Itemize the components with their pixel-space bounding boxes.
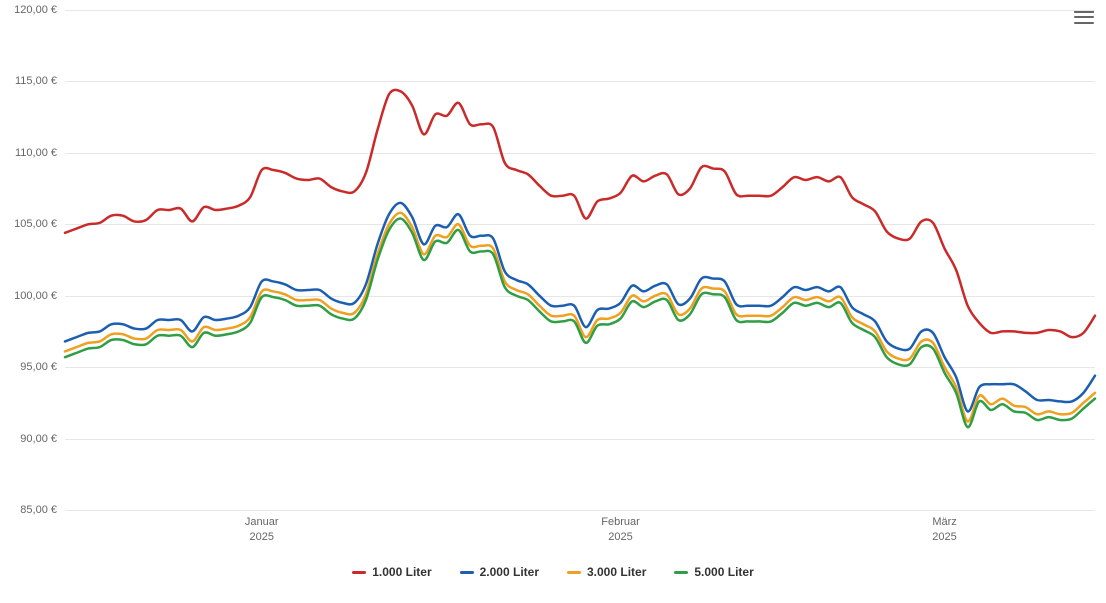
- series-line: [65, 219, 1095, 428]
- price-chart: 85,00 € 90,00 € 95,00 € 100,00 € 105,00 € 110…: [0, 0, 1106, 603]
- y-axis-tick-label: 115,00 €: [15, 75, 57, 87]
- series-line: [65, 203, 1095, 412]
- legend-item[interactable]: 3.000 Liter: [567, 565, 646, 579]
- legend-item[interactable]: 1.000 Liter: [352, 565, 431, 579]
- y-axis-tick-label: 85,00 €: [20, 504, 57, 516]
- y-axis-tick-label: 95,00 €: [20, 361, 57, 373]
- x-axis-tick-label: März2025: [932, 515, 956, 546]
- y-axis-tick-label: 90,00 €: [20, 433, 57, 445]
- legend-swatch: [674, 571, 688, 574]
- legend-swatch: [567, 571, 581, 574]
- legend-label: 5.000 Liter: [694, 565, 753, 579]
- legend-label: 3.000 Liter: [587, 565, 646, 579]
- x-axis-tick-label: Februar2025: [601, 515, 640, 546]
- plot-area: 85,00 €90,00 €95,00 €100,00 €105,00 €110…: [65, 10, 1095, 510]
- legend-swatch: [460, 571, 474, 574]
- legend-item[interactable]: 2.000 Liter: [460, 565, 539, 579]
- y-axis-tick-label: 100,00 €: [14, 290, 57, 302]
- legend-item[interactable]: 5.000 Liter: [674, 565, 753, 579]
- x-axis-tick-label: Januar2025: [245, 515, 279, 546]
- legend-swatch: [352, 571, 366, 574]
- line-series-svg: [65, 10, 1095, 510]
- y-axis-tick-label: 110,00 €: [15, 147, 57, 159]
- series-line: [65, 90, 1095, 337]
- chart-legend: 1.000 Liter 2.000 Liter 3.000 Liter 5.000 L…: [0, 565, 1106, 579]
- y-axis-tick-label: 120,00 €: [14, 4, 57, 16]
- y-gridline: [65, 510, 1095, 511]
- legend-label: 2.000 Liter: [480, 565, 539, 579]
- y-axis-tick-label: 105,00 €: [14, 218, 57, 230]
- legend-label: 1.000 Liter: [372, 565, 431, 579]
